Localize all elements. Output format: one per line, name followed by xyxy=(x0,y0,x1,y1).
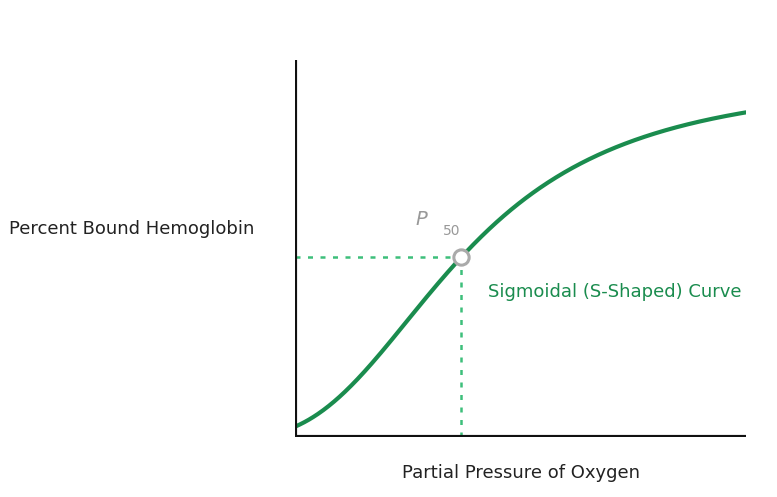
Text: 50: 50 xyxy=(443,224,461,238)
Text: Sigmoidal (S-Shaped) Curve: Sigmoidal (S-Shaped) Curve xyxy=(488,283,741,301)
Text: Percent Bound Hemoglobin: Percent Bound Hemoglobin xyxy=(9,220,255,238)
Text: P: P xyxy=(416,210,427,229)
Text: Partial Pressure of Oxygen: Partial Pressure of Oxygen xyxy=(402,464,639,482)
